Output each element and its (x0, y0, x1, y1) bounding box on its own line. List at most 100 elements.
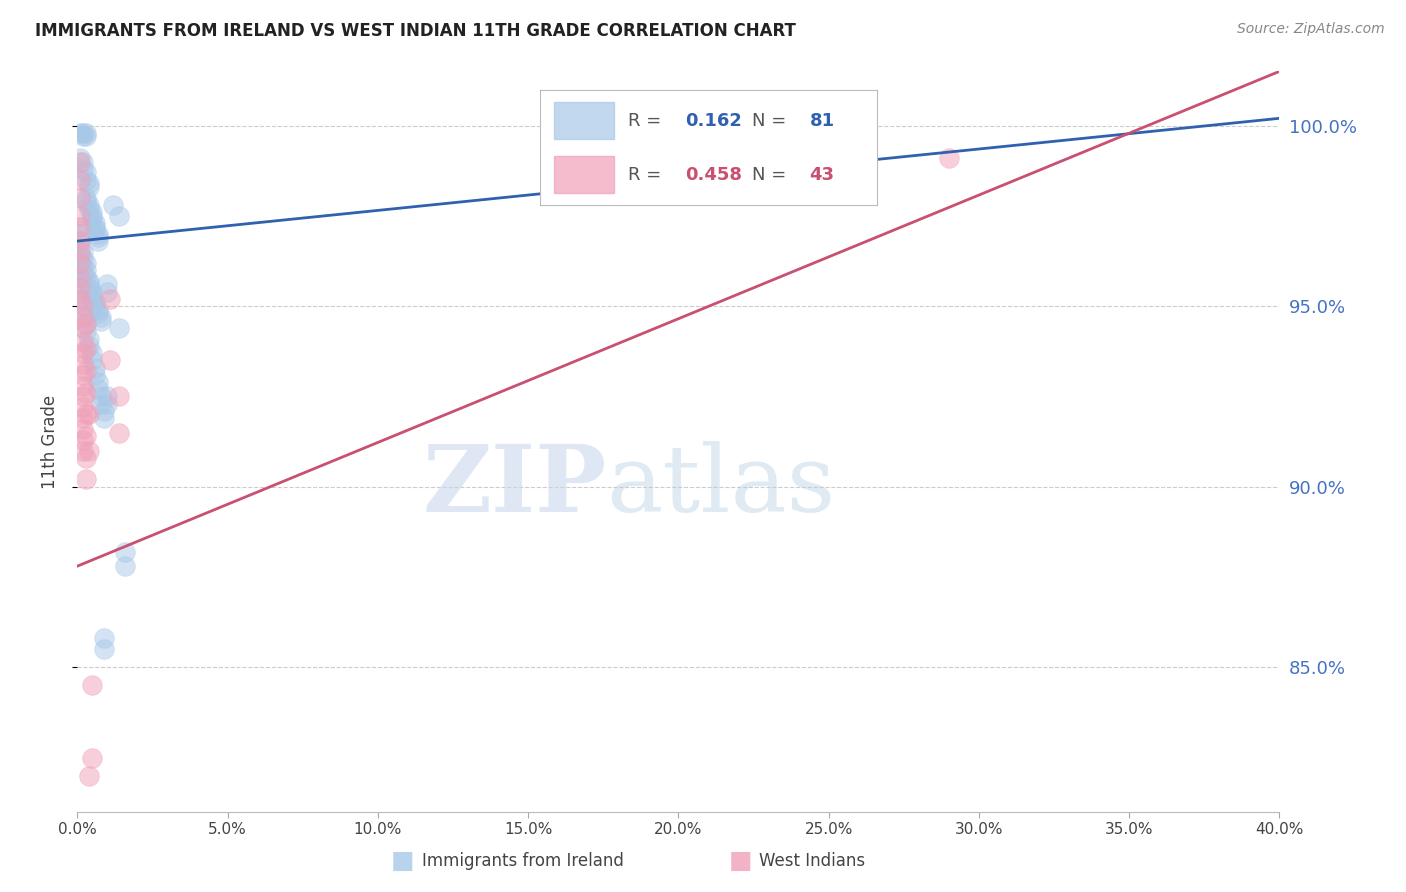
Point (75, 256, 97, 270)
Text: 0.162: 0.162 (685, 112, 742, 130)
Point (87, 230, 110, 244)
Point (84, 216, 107, 230)
Point (82, 205, 104, 219)
Point (82, 292, 104, 306)
Point (72, 422, 94, 436)
Point (75, 191, 97, 205)
Point (69, 154, 91, 169)
Point (69, 277, 91, 292)
Point (72, 310, 94, 324)
Point (72, 267, 94, 281)
Text: 43: 43 (810, 166, 834, 184)
Point (72, 378, 94, 392)
Point (75, 263, 97, 277)
Point (75, 385, 97, 400)
Point (90, 396, 112, 410)
Point (69, 244, 91, 259)
Point (84, 299, 107, 313)
Point (82, 288, 104, 302)
Point (69, 270, 91, 285)
Point (87, 227, 110, 241)
Point (72, 411, 94, 425)
Point (84, 219, 107, 234)
Point (87, 302, 110, 317)
Point (75, 429, 97, 443)
Point (79, 274, 101, 288)
Point (75, 343, 97, 357)
Point (75, 364, 97, 378)
Point (93, 411, 115, 425)
Point (93, 632, 115, 646)
Point (96, 389, 118, 403)
Point (79, 408, 101, 422)
Point (69, 227, 91, 241)
Point (96, 277, 118, 292)
Point (87, 306, 110, 320)
Point (75, 317, 97, 331)
Point (75, 450, 97, 465)
Point (69, 219, 91, 234)
Point (93, 642, 115, 657)
Point (82, 285, 104, 299)
Point (79, 339, 101, 353)
Point (79, 332, 101, 346)
Point (114, 544, 136, 558)
Point (72, 389, 94, 403)
Point (103, 198, 125, 212)
Point (72, 126, 94, 140)
Point (79, 198, 101, 212)
Point (82, 750, 104, 764)
Text: N =: N = (752, 112, 792, 130)
Point (72, 129, 94, 144)
Point (96, 285, 118, 299)
Point (69, 270, 91, 285)
Point (82, 346, 104, 360)
Point (72, 433, 94, 447)
Text: atlas: atlas (606, 441, 835, 531)
Point (87, 234, 110, 248)
Text: West Indians: West Indians (759, 852, 865, 870)
Point (69, 256, 91, 270)
Point (108, 320, 131, 334)
Bar (554, 103, 614, 139)
Point (75, 473, 97, 487)
Text: Immigrants from Ireland: Immigrants from Ireland (422, 852, 624, 870)
Point (75, 310, 97, 324)
Point (79, 202, 101, 216)
Text: IMMIGRANTS FROM IRELAND VS WEST INDIAN 11TH GRADE CORRELATION CHART: IMMIGRANTS FROM IRELAND VS WEST INDIAN 1… (35, 22, 796, 40)
Point (82, 678, 104, 692)
Point (72, 244, 94, 259)
Text: ZIP: ZIP (422, 441, 606, 531)
Point (84, 295, 107, 310)
Point (72, 357, 94, 371)
Point (72, 320, 94, 334)
Point (69, 151, 91, 165)
Point (72, 368, 94, 382)
Text: ■: ■ (391, 849, 415, 872)
Point (69, 234, 91, 248)
Point (72, 302, 94, 317)
Point (938, 151, 960, 165)
Point (93, 404, 115, 418)
Bar (554, 156, 614, 194)
Point (96, 396, 118, 410)
Point (82, 353, 104, 368)
Point (79, 180, 101, 194)
Point (72, 285, 94, 299)
Point (100, 353, 122, 368)
Text: R =: R = (627, 112, 666, 130)
Point (69, 219, 91, 234)
Point (87, 382, 110, 396)
Point (79, 277, 101, 292)
Point (72, 401, 94, 415)
Point (75, 129, 97, 144)
Point (69, 292, 91, 306)
Point (75, 325, 97, 339)
Point (75, 165, 97, 179)
Point (84, 368, 107, 382)
Point (75, 317, 97, 331)
Point (69, 234, 91, 248)
Point (72, 252, 94, 267)
Point (82, 212, 104, 227)
Point (72, 335, 94, 350)
